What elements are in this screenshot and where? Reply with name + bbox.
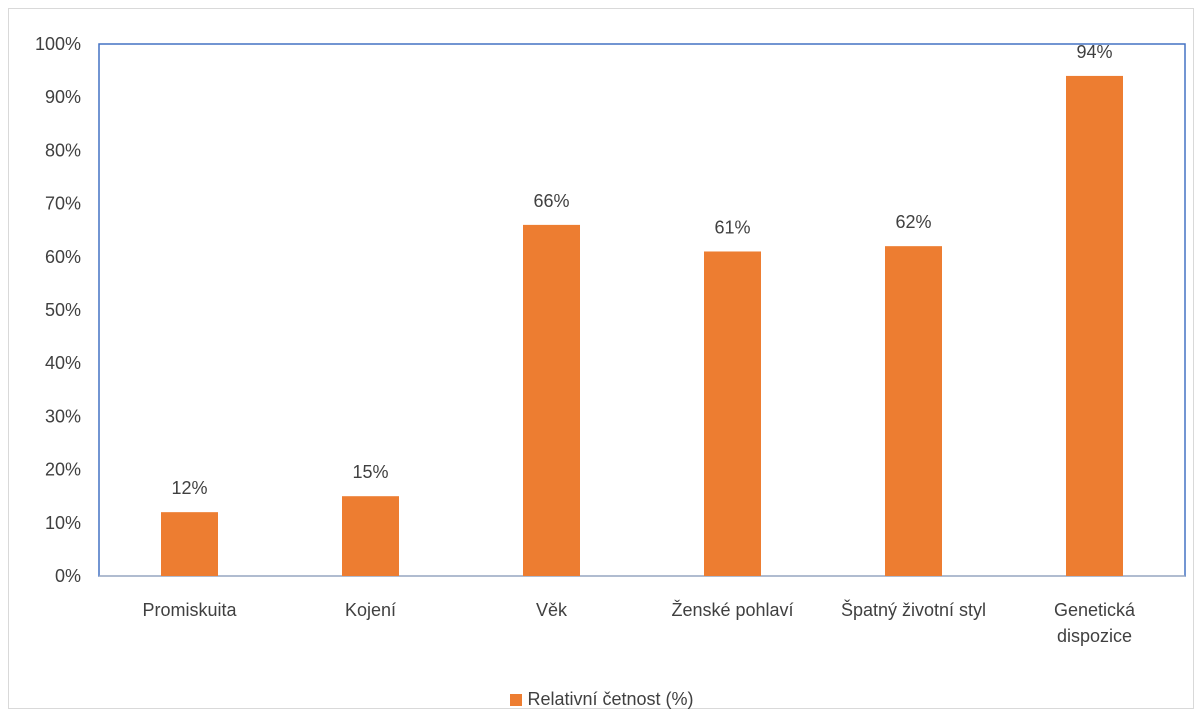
legend: Relativní četnost (%) (9, 689, 1195, 710)
x-tick-label: Špatný životní styl (841, 599, 986, 620)
bar (704, 251, 761, 577)
y-tick-label: 30% (45, 406, 81, 426)
bar-chart: 0% 10% 20% 30% 40% 50% 60% 70% 80% 90% 100% 12% Prom… (35, 34, 1186, 646)
y-tick-label: 90% (45, 87, 81, 107)
y-tick-label: 50% (45, 300, 81, 320)
bar (885, 246, 942, 576)
legend-swatch (510, 693, 523, 706)
y-tick-label: 0% (55, 566, 81, 586)
data-label: 66% (533, 191, 569, 211)
bar (342, 496, 399, 576)
x-tick-label: Ženské pohlaví (671, 600, 793, 620)
data-label: 15% (352, 462, 388, 482)
data-label: 61% (714, 217, 750, 237)
y-tick-label: 70% (45, 194, 81, 214)
legend-label: Relativní četnost (%) (527, 689, 694, 709)
chart-frame: 0% 10% 20% 30% 40% 50% 60% 70% 80% 90% 100% 12% Prom… (8, 8, 1194, 709)
y-tick-label: 20% (45, 460, 81, 480)
y-tick-label: 100% (35, 34, 81, 54)
y-tick-label: 10% (45, 513, 81, 533)
data-label: 94% (1076, 42, 1112, 62)
x-tick-label: Kojení (345, 600, 396, 620)
x-tick-label: Věk (536, 600, 568, 620)
y-tick-label: 40% (45, 353, 81, 373)
data-label: 62% (895, 212, 931, 232)
y-tick-label: 80% (45, 140, 81, 160)
plot-area-border (98, 43, 1186, 577)
x-tick-label: dispozice (1057, 626, 1132, 646)
data-label: 12% (171, 478, 207, 498)
bar (1066, 75, 1123, 577)
bar (161, 512, 218, 576)
y-tick-label: 60% (45, 247, 81, 267)
x-tick-label: Genetická (1054, 600, 1136, 620)
bar (523, 224, 580, 576)
x-tick-label: Promiskuita (142, 600, 237, 620)
